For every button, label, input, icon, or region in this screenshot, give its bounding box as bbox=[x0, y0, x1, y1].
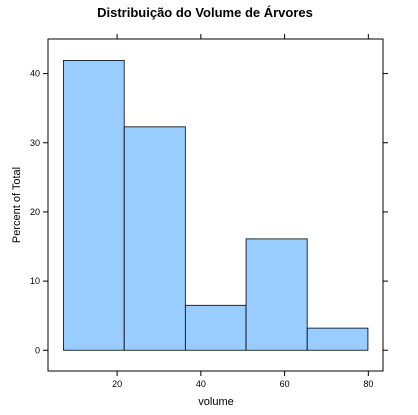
y-tick-label-0: 0 bbox=[35, 345, 40, 355]
x-axis-label: volume bbox=[198, 396, 233, 408]
x-axis: 20 40 60 80 bbox=[112, 34, 373, 389]
x-tick-label-20: 20 bbox=[112, 379, 122, 389]
y-tick-label-30: 30 bbox=[30, 138, 40, 148]
bar-5 bbox=[306, 327, 369, 351]
y-tick-label-20: 20 bbox=[30, 207, 40, 217]
x-tick-label-40: 40 bbox=[196, 379, 206, 389]
x-tick-label-60: 60 bbox=[280, 379, 290, 389]
chart-title: Distribuição do Volume de Árvores bbox=[97, 5, 313, 20]
y-axis: 0 10 20 30 40 bbox=[30, 69, 388, 355]
bar-1 bbox=[63, 60, 125, 351]
bars-group bbox=[63, 60, 369, 351]
bar-4 bbox=[245, 238, 308, 351]
y-axis-label: Percent of Total bbox=[11, 167, 23, 243]
y-tick-label-40: 40 bbox=[30, 69, 40, 79]
plot-frame bbox=[47, 38, 384, 372]
y-tick-label-10: 10 bbox=[30, 276, 40, 286]
bar-2 bbox=[123, 126, 186, 351]
x-tick-label-80: 80 bbox=[363, 379, 373, 389]
bar-3 bbox=[184, 304, 247, 351]
